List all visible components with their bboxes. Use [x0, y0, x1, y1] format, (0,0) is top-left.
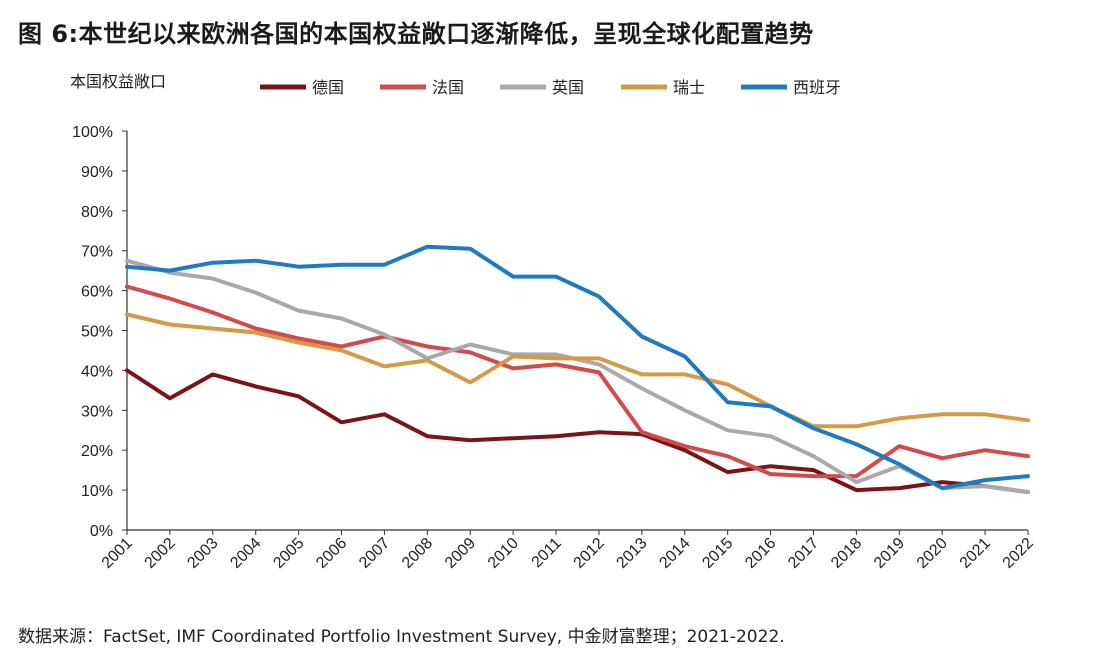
- legend: 德国 法国 英国 瑞士 西班牙: [260, 78, 841, 97]
- x-tick-label: 2018: [828, 535, 865, 572]
- legend-label: 法国: [432, 78, 464, 97]
- x-tick-label: 2004: [227, 535, 264, 572]
- chart-title: 图 6:本世纪以来欧洲各国的本国权益敞口逐渐降低，呈现全球化配置趋势: [18, 20, 814, 48]
- x-tick-label: 2021: [957, 535, 994, 572]
- x-tick-label: 2013: [613, 535, 650, 572]
- x-tick-label: 2012: [571, 535, 608, 572]
- series-line-西班牙: [125, 244, 1030, 491]
- y-tick-label: 100%: [72, 124, 113, 141]
- x-tick-label: 2016: [742, 535, 779, 572]
- source-note: 数据来源：FactSet, IMF Coordinated Portfolio …: [18, 627, 785, 647]
- legend-label: 瑞士: [673, 78, 705, 97]
- legend-label: 西班牙: [793, 78, 841, 97]
- y-tick-label: 80%: [81, 204, 113, 221]
- line-chart: 德国 法国 英国 瑞士 西班牙 0% 10% 20% 30% 40% 50% 60% 70% 80% 90…: [72, 78, 1037, 572]
- y-tick-label: 50%: [81, 324, 113, 341]
- y-tick-label: 30%: [81, 403, 113, 420]
- series-line-瑞士: [125, 312, 1030, 429]
- series-line-法国: [125, 284, 1030, 479]
- x-tick-label: 2015: [699, 535, 736, 572]
- y-tick-label: 60%: [81, 284, 113, 301]
- x-tick-label: 2003: [184, 535, 221, 572]
- y-tick-label: 70%: [81, 244, 113, 261]
- axes: 0%10%20%30%40%50%60%70%80%90%100%2001 200…: [72, 124, 1037, 572]
- x-tick-label: 2017: [785, 535, 822, 572]
- y-axis-label: 本国权益敞口: [70, 72, 167, 91]
- x-tick-label: 2010: [485, 535, 522, 572]
- x-tick-label: 2001: [99, 535, 136, 572]
- series-lines: [125, 244, 1030, 495]
- y-tick-label: 20%: [81, 443, 113, 460]
- x-tick-label: 2002: [142, 535, 179, 572]
- x-tick-label: 2020: [914, 535, 951, 572]
- y-tick-label: 40%: [81, 363, 113, 380]
- x-tick-label: 2011: [529, 535, 565, 571]
- series-line-英国: [125, 258, 1030, 495]
- x-tick-label: 2022: [1000, 535, 1037, 572]
- series-line-德国: [125, 368, 1030, 495]
- x-tick-label: 2008: [399, 535, 436, 572]
- x-tick-label: 2014: [656, 535, 693, 572]
- legend-label: 英国: [552, 78, 584, 97]
- legend-label: 德国: [312, 78, 344, 97]
- x-tick-label: 2007: [356, 535, 393, 572]
- x-tick-label: 2006: [313, 535, 350, 572]
- x-tick-label: 2009: [442, 535, 479, 572]
- x-tick-label: 2005: [270, 535, 307, 572]
- y-tick-label: 10%: [81, 483, 113, 500]
- x-tick-label: 2019: [871, 535, 908, 572]
- y-tick-label: 90%: [81, 164, 113, 181]
- y-tick-label: 0%: [90, 523, 113, 540]
